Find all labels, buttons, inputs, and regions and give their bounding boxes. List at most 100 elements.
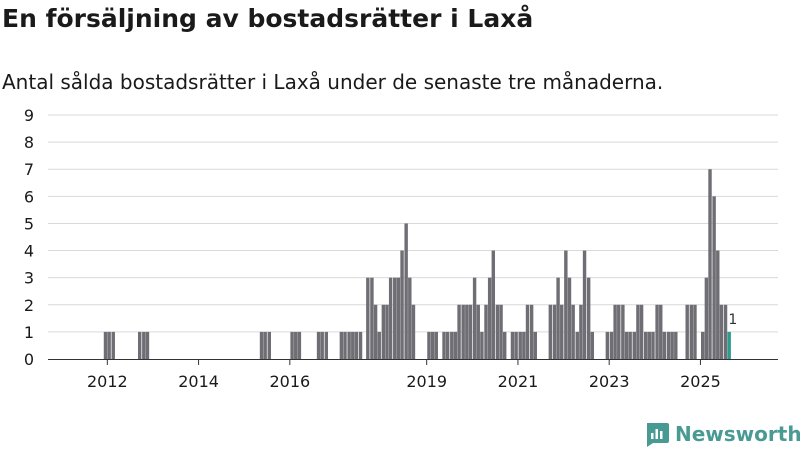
bar bbox=[487, 277, 492, 359]
y-tick-label: 1 bbox=[24, 323, 34, 342]
bar bbox=[617, 304, 621, 359]
bar bbox=[377, 331, 381, 359]
bar bbox=[647, 331, 652, 359]
bar bbox=[499, 304, 503, 359]
bar bbox=[358, 331, 363, 359]
bar bbox=[723, 304, 728, 359]
bar bbox=[560, 304, 564, 359]
bar bbox=[564, 250, 568, 359]
y-tick-label: 2 bbox=[24, 296, 34, 315]
bar bbox=[442, 331, 446, 359]
bar bbox=[145, 331, 150, 359]
bar bbox=[393, 277, 397, 359]
bar bbox=[457, 304, 461, 359]
y-tick-label: 9 bbox=[24, 106, 34, 125]
page-subtitle: Antal sålda bostadsrätter i Laxå under d… bbox=[2, 70, 664, 94]
bar bbox=[385, 304, 389, 359]
bar bbox=[643, 331, 648, 359]
bar bbox=[354, 331, 359, 359]
bar bbox=[294, 331, 298, 359]
bar bbox=[548, 304, 553, 359]
x-tick-label: 2019 bbox=[406, 372, 447, 391]
bar bbox=[689, 304, 694, 359]
bar bbox=[263, 331, 267, 359]
x-tick-label: 2021 bbox=[498, 372, 539, 391]
bar bbox=[716, 250, 720, 359]
bar bbox=[514, 331, 518, 359]
bar bbox=[579, 304, 583, 359]
bar bbox=[674, 331, 678, 359]
bar bbox=[453, 331, 458, 359]
bar bbox=[408, 277, 412, 359]
bar bbox=[639, 304, 644, 359]
bar bbox=[586, 277, 591, 359]
y-axis-tick-labels: 0 1 2 3 4 5 6 7 8 9 bbox=[24, 106, 34, 369]
x-axis: 2012 2014 2016 2019 2021 2023 2025 bbox=[48, 359, 778, 391]
bar bbox=[605, 331, 610, 359]
bar-series bbox=[103, 169, 731, 359]
bar bbox=[495, 304, 500, 359]
bar bbox=[347, 331, 351, 359]
bar bbox=[525, 304, 530, 359]
bar bbox=[533, 331, 537, 359]
bar bbox=[465, 304, 469, 359]
bar bbox=[518, 331, 522, 359]
bar bbox=[142, 331, 146, 359]
y-tick-label: 5 bbox=[24, 214, 34, 233]
bar bbox=[529, 304, 534, 359]
bar bbox=[267, 331, 271, 359]
bar bbox=[404, 223, 408, 359]
y-tick-label: 7 bbox=[24, 160, 34, 179]
bar bbox=[137, 331, 142, 359]
bar bbox=[582, 250, 587, 359]
bar bbox=[590, 331, 595, 359]
bar bbox=[400, 250, 404, 359]
bar bbox=[351, 331, 355, 359]
bar bbox=[651, 331, 655, 359]
bar bbox=[476, 304, 480, 359]
bar bbox=[491, 250, 496, 359]
bar bbox=[719, 304, 724, 359]
bar bbox=[297, 331, 302, 359]
x-tick-label: 2023 bbox=[589, 372, 630, 391]
bar bbox=[324, 331, 329, 359]
newsworthy-logo-icon bbox=[647, 423, 669, 447]
bar bbox=[427, 331, 431, 359]
y-tick-label: 6 bbox=[24, 187, 34, 206]
bar bbox=[320, 331, 324, 359]
bar bbox=[636, 304, 640, 359]
data-label: 1 bbox=[728, 312, 737, 328]
bar bbox=[461, 304, 465, 359]
bar bbox=[366, 277, 370, 359]
bar bbox=[712, 196, 716, 359]
bar bbox=[628, 331, 632, 359]
y-tick-label: 3 bbox=[24, 269, 34, 288]
bar bbox=[567, 277, 572, 359]
bar bbox=[290, 331, 294, 359]
bar bbox=[708, 169, 712, 359]
bar bbox=[430, 331, 435, 359]
bar bbox=[445, 331, 450, 359]
bar bbox=[701, 331, 705, 359]
y-tick-label: 8 bbox=[24, 133, 34, 152]
bar bbox=[609, 331, 614, 359]
grid-lines bbox=[48, 114, 778, 333]
bar bbox=[381, 304, 386, 359]
bar bbox=[472, 277, 477, 359]
bar bbox=[484, 304, 488, 359]
bar bbox=[556, 277, 560, 359]
bar bbox=[388, 277, 393, 359]
y-tick-label: 4 bbox=[24, 242, 34, 261]
bar bbox=[685, 304, 689, 359]
x-tick-label: 2014 bbox=[178, 372, 219, 391]
bar bbox=[316, 331, 321, 359]
bar bbox=[727, 331, 731, 359]
bar bbox=[370, 277, 374, 359]
bar bbox=[621, 304, 625, 359]
data-labels: 1 bbox=[728, 312, 737, 328]
bar bbox=[632, 331, 636, 359]
bar bbox=[339, 331, 344, 359]
y-tick-label: 0 bbox=[24, 350, 34, 369]
brand-name: Newsworthy bbox=[675, 422, 800, 446]
